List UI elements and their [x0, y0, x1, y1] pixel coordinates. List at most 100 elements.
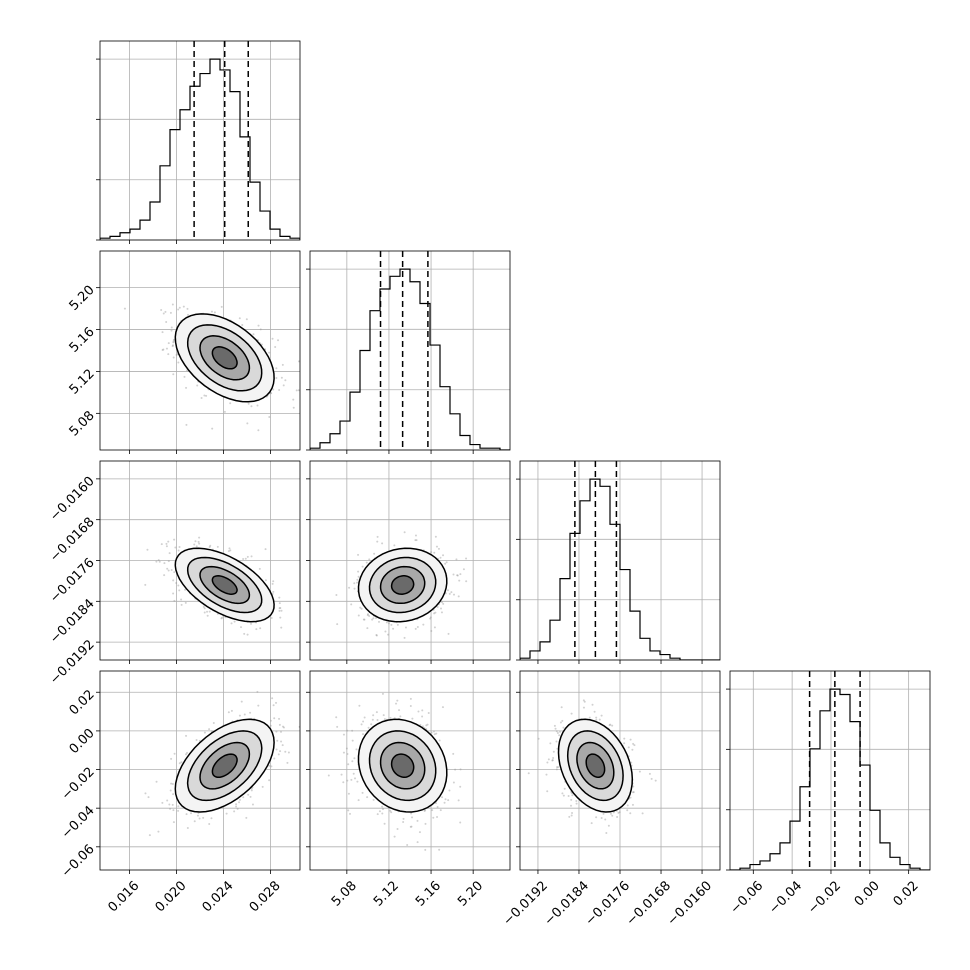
- scatter-point: [583, 700, 586, 703]
- scatter-point: [367, 726, 370, 729]
- scatter-point: [257, 429, 260, 432]
- scatter-point: [361, 791, 364, 794]
- scatter-point: [361, 733, 364, 736]
- scatter-point: [556, 766, 559, 769]
- scatter-point: [434, 535, 437, 538]
- scatter-point: [429, 616, 432, 619]
- scatter-point: [252, 333, 255, 336]
- scatter-point: [269, 724, 272, 727]
- scatter-point: [162, 312, 165, 315]
- scatter-point: [286, 761, 289, 764]
- hist-4-frame: [729, 670, 931, 871]
- pair-3-4-content: [520, 671, 720, 870]
- scatter-point: [277, 339, 280, 342]
- scatter-point: [203, 394, 206, 397]
- contour-line-1: [199, 741, 251, 790]
- scatter-point: [212, 722, 215, 725]
- scatter-point: [381, 812, 384, 815]
- scatter-point: [385, 621, 388, 624]
- scatter-point: [403, 531, 406, 534]
- scatter-point: [225, 812, 228, 815]
- pair-2-4-content: [310, 671, 510, 870]
- scatter-point: [610, 812, 613, 815]
- scatter-point: [551, 759, 554, 762]
- scatter-point: [372, 617, 375, 620]
- contour-line-1: [576, 741, 615, 790]
- scatter-point: [363, 716, 366, 719]
- scatter-point: [641, 812, 644, 815]
- scatter-point: [172, 793, 175, 796]
- scatter-point: [602, 812, 605, 815]
- contour-line-2: [566, 730, 624, 802]
- scatter-point: [430, 731, 433, 734]
- scatter-point: [424, 822, 427, 825]
- pair-1-4-frame: [99, 670, 301, 871]
- scatter-point: [245, 816, 248, 819]
- scatter-point: [169, 807, 172, 810]
- scatter-point: [351, 729, 354, 732]
- scatter-point: [172, 356, 175, 359]
- scatter-point: [202, 816, 205, 819]
- scatter-point: [604, 818, 607, 821]
- scatter-point: [227, 711, 230, 714]
- scatter-point: [376, 535, 379, 538]
- scatter-point: [244, 557, 247, 560]
- scatter-point: [383, 822, 386, 825]
- scatter-point: [426, 723, 429, 726]
- y-tick-label-p4: 0.00: [67, 726, 98, 757]
- scatter-point: [571, 812, 574, 815]
- scatter-point: [439, 809, 442, 812]
- scatter-point: [170, 568, 173, 571]
- hist-panel-1: [96, 40, 301, 241]
- scatter-point: [381, 692, 384, 695]
- scatter-point: [454, 768, 457, 771]
- scatter-point: [382, 714, 385, 717]
- pair-panel-1-4: [99, 670, 301, 871]
- scatter-point: [335, 716, 338, 719]
- scatter-point: [608, 724, 611, 727]
- scatter-point: [178, 589, 181, 592]
- scatter-point: [238, 801, 241, 804]
- scatter-point: [161, 331, 164, 334]
- scatter-point: [389, 809, 392, 812]
- scatter-point: [410, 812, 413, 815]
- scatter-point: [354, 777, 357, 780]
- scatter-point: [184, 588, 187, 591]
- scatter-point: [247, 402, 250, 405]
- scatter-point: [233, 810, 236, 813]
- scatter-point: [440, 611, 443, 614]
- contour-line-3: [174, 313, 275, 403]
- x-tick-label-p1: 0.016: [106, 878, 143, 915]
- scatter-point: [327, 774, 330, 777]
- scatter-point: [167, 353, 170, 356]
- scatter-point: [235, 803, 238, 806]
- scatter-point: [206, 610, 209, 613]
- scatter-point: [441, 706, 444, 709]
- scatter-point: [160, 543, 163, 546]
- scatter-point: [202, 605, 205, 608]
- scatter-point: [648, 772, 651, 775]
- scatter-point: [350, 603, 353, 606]
- scatter-point: [549, 742, 552, 745]
- scatter-point: [575, 802, 578, 805]
- contour-line-0: [211, 346, 238, 370]
- scatter-point: [376, 718, 379, 721]
- scatter-point: [170, 757, 173, 760]
- scatter-point: [638, 770, 641, 773]
- scatter-point: [166, 799, 169, 802]
- pair-1-2-frame: [99, 250, 301, 451]
- scatter-point: [282, 725, 285, 728]
- scatter-point: [406, 843, 409, 846]
- scatter-point: [416, 625, 419, 628]
- scatter-point: [348, 812, 351, 815]
- scatter-point: [229, 402, 232, 405]
- density-fill-3: [391, 754, 414, 778]
- scatter-point: [357, 570, 360, 573]
- x-tick-label-p3: −0.0160: [665, 878, 715, 928]
- contour-line-1: [379, 741, 426, 790]
- scatter-point: [193, 820, 196, 823]
- hist-panel-2: [306, 250, 511, 451]
- scatter-point: [161, 801, 164, 804]
- scatter-point: [447, 589, 450, 592]
- scatter-point: [414, 534, 417, 537]
